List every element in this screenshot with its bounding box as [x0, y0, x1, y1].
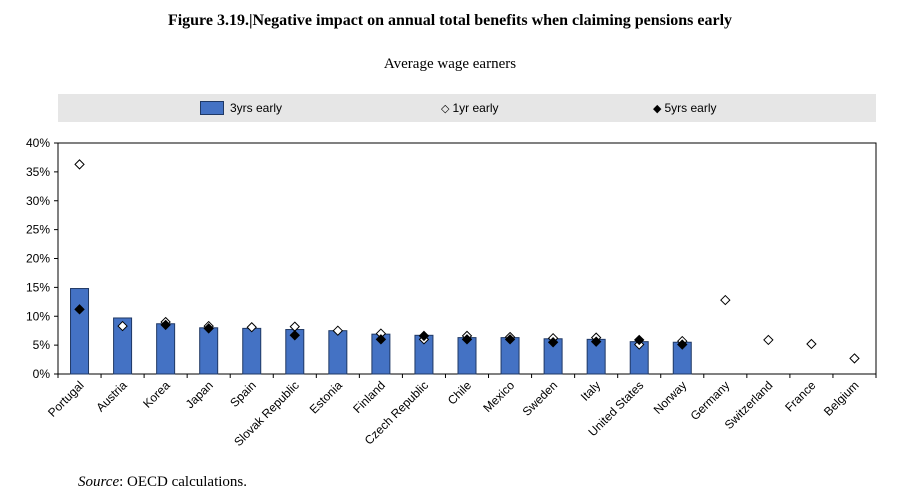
- x-tick-label: Norway: [651, 378, 690, 417]
- figure-title: Figure 3.19.|Negative impact on annual t…: [167, 12, 733, 29]
- point-5yrs-early: [418, 330, 430, 342]
- point-5yrs-early: [203, 323, 214, 334]
- source-note: Source: OECD calculations.: [78, 474, 247, 491]
- source-text: : OECD calculations.: [119, 474, 247, 490]
- point-1yr-early: [332, 325, 344, 336]
- y-tick-label: 0%: [33, 367, 51, 381]
- bar-3yrs-early: [156, 323, 176, 375]
- point-5yrs-early: [461, 334, 473, 345]
- y-tick-label: 35%: [26, 165, 50, 179]
- point-5yrs-early: [504, 334, 516, 345]
- point-1yr-early: [849, 353, 860, 364]
- y-tick-label: 20%: [26, 252, 50, 266]
- x-tick-label: Germany: [688, 378, 733, 423]
- x-tick-label: France: [782, 378, 819, 415]
- point-5yrs-early: [74, 304, 85, 315]
- y-tick-label: 30%: [26, 194, 50, 208]
- legend: 3yrs early ◇ 1yr early ◆ 5yrs early: [58, 94, 876, 122]
- point-5yrs-early: [634, 334, 645, 346]
- x-tick-label: Estonia: [307, 378, 345, 416]
- y-tick-label: 25%: [26, 223, 50, 237]
- legend-item-1yr: ◇ 1yr early: [441, 101, 498, 115]
- point-1yr-early: [806, 338, 817, 350]
- point-5yrs-early: [677, 339, 688, 350]
- x-tick-label: Chile: [445, 378, 474, 407]
- solid-diamond-icon: ◆: [653, 102, 662, 115]
- legend-label-5yrs: 5yrs early: [664, 101, 717, 115]
- source-label: Source: [78, 474, 120, 490]
- legend-item-3yrs: 3yrs early: [200, 101, 282, 115]
- y-tick-label: 10%: [26, 309, 50, 323]
- point-1yr-early: [246, 322, 257, 333]
- x-tick-label: Belgium: [821, 378, 862, 419]
- y-tick-label: 40%: [26, 136, 50, 150]
- legend-label-3yrs: 3yrs early: [230, 101, 283, 115]
- bar-3yrs-early: [199, 327, 219, 375]
- point-5yrs-early: [160, 319, 171, 331]
- x-tick-label: Austria: [93, 378, 130, 415]
- x-tick-label: Finland: [350, 378, 388, 416]
- x-tick-label: Korea: [140, 378, 173, 411]
- point-1yr-early: [74, 159, 85, 170]
- y-tick-label: 5%: [33, 338, 51, 352]
- point-1yr-early: [117, 320, 128, 332]
- y-tick-label: 15%: [26, 280, 50, 294]
- point-5yrs-early: [375, 334, 387, 345]
- bar-3yrs-early: [70, 288, 90, 375]
- bar-3yrs-early: [328, 330, 348, 375]
- point-5yrs-early: [590, 336, 602, 347]
- x-tick-label: Italy: [578, 378, 603, 403]
- point-1yr-early: [720, 294, 731, 306]
- legend-label-1yr: 1yr early: [452, 101, 499, 115]
- x-tick-label: Spain: [227, 378, 259, 410]
- point-5yrs-early: [547, 337, 559, 348]
- x-tick-label: Japan: [183, 378, 216, 411]
- x-tick-label: Sweden: [520, 378, 561, 419]
- legend-item-5yrs: ◆ 5yrs early: [653, 101, 716, 115]
- x-tick-label: Mexico: [480, 378, 517, 415]
- x-tick-label: Portugal: [45, 378, 87, 420]
- bar-3yrs-early: [242, 327, 262, 375]
- point-5yrs-early: [289, 330, 300, 341]
- bar-3yrs-early: [113, 317, 133, 375]
- hollow-diamond-icon: ◇: [441, 102, 450, 115]
- chart-subtitle: Average wage earners: [383, 56, 517, 72]
- point-1yr-early: [763, 334, 774, 346]
- legend-bar-swatch: [200, 101, 224, 115]
